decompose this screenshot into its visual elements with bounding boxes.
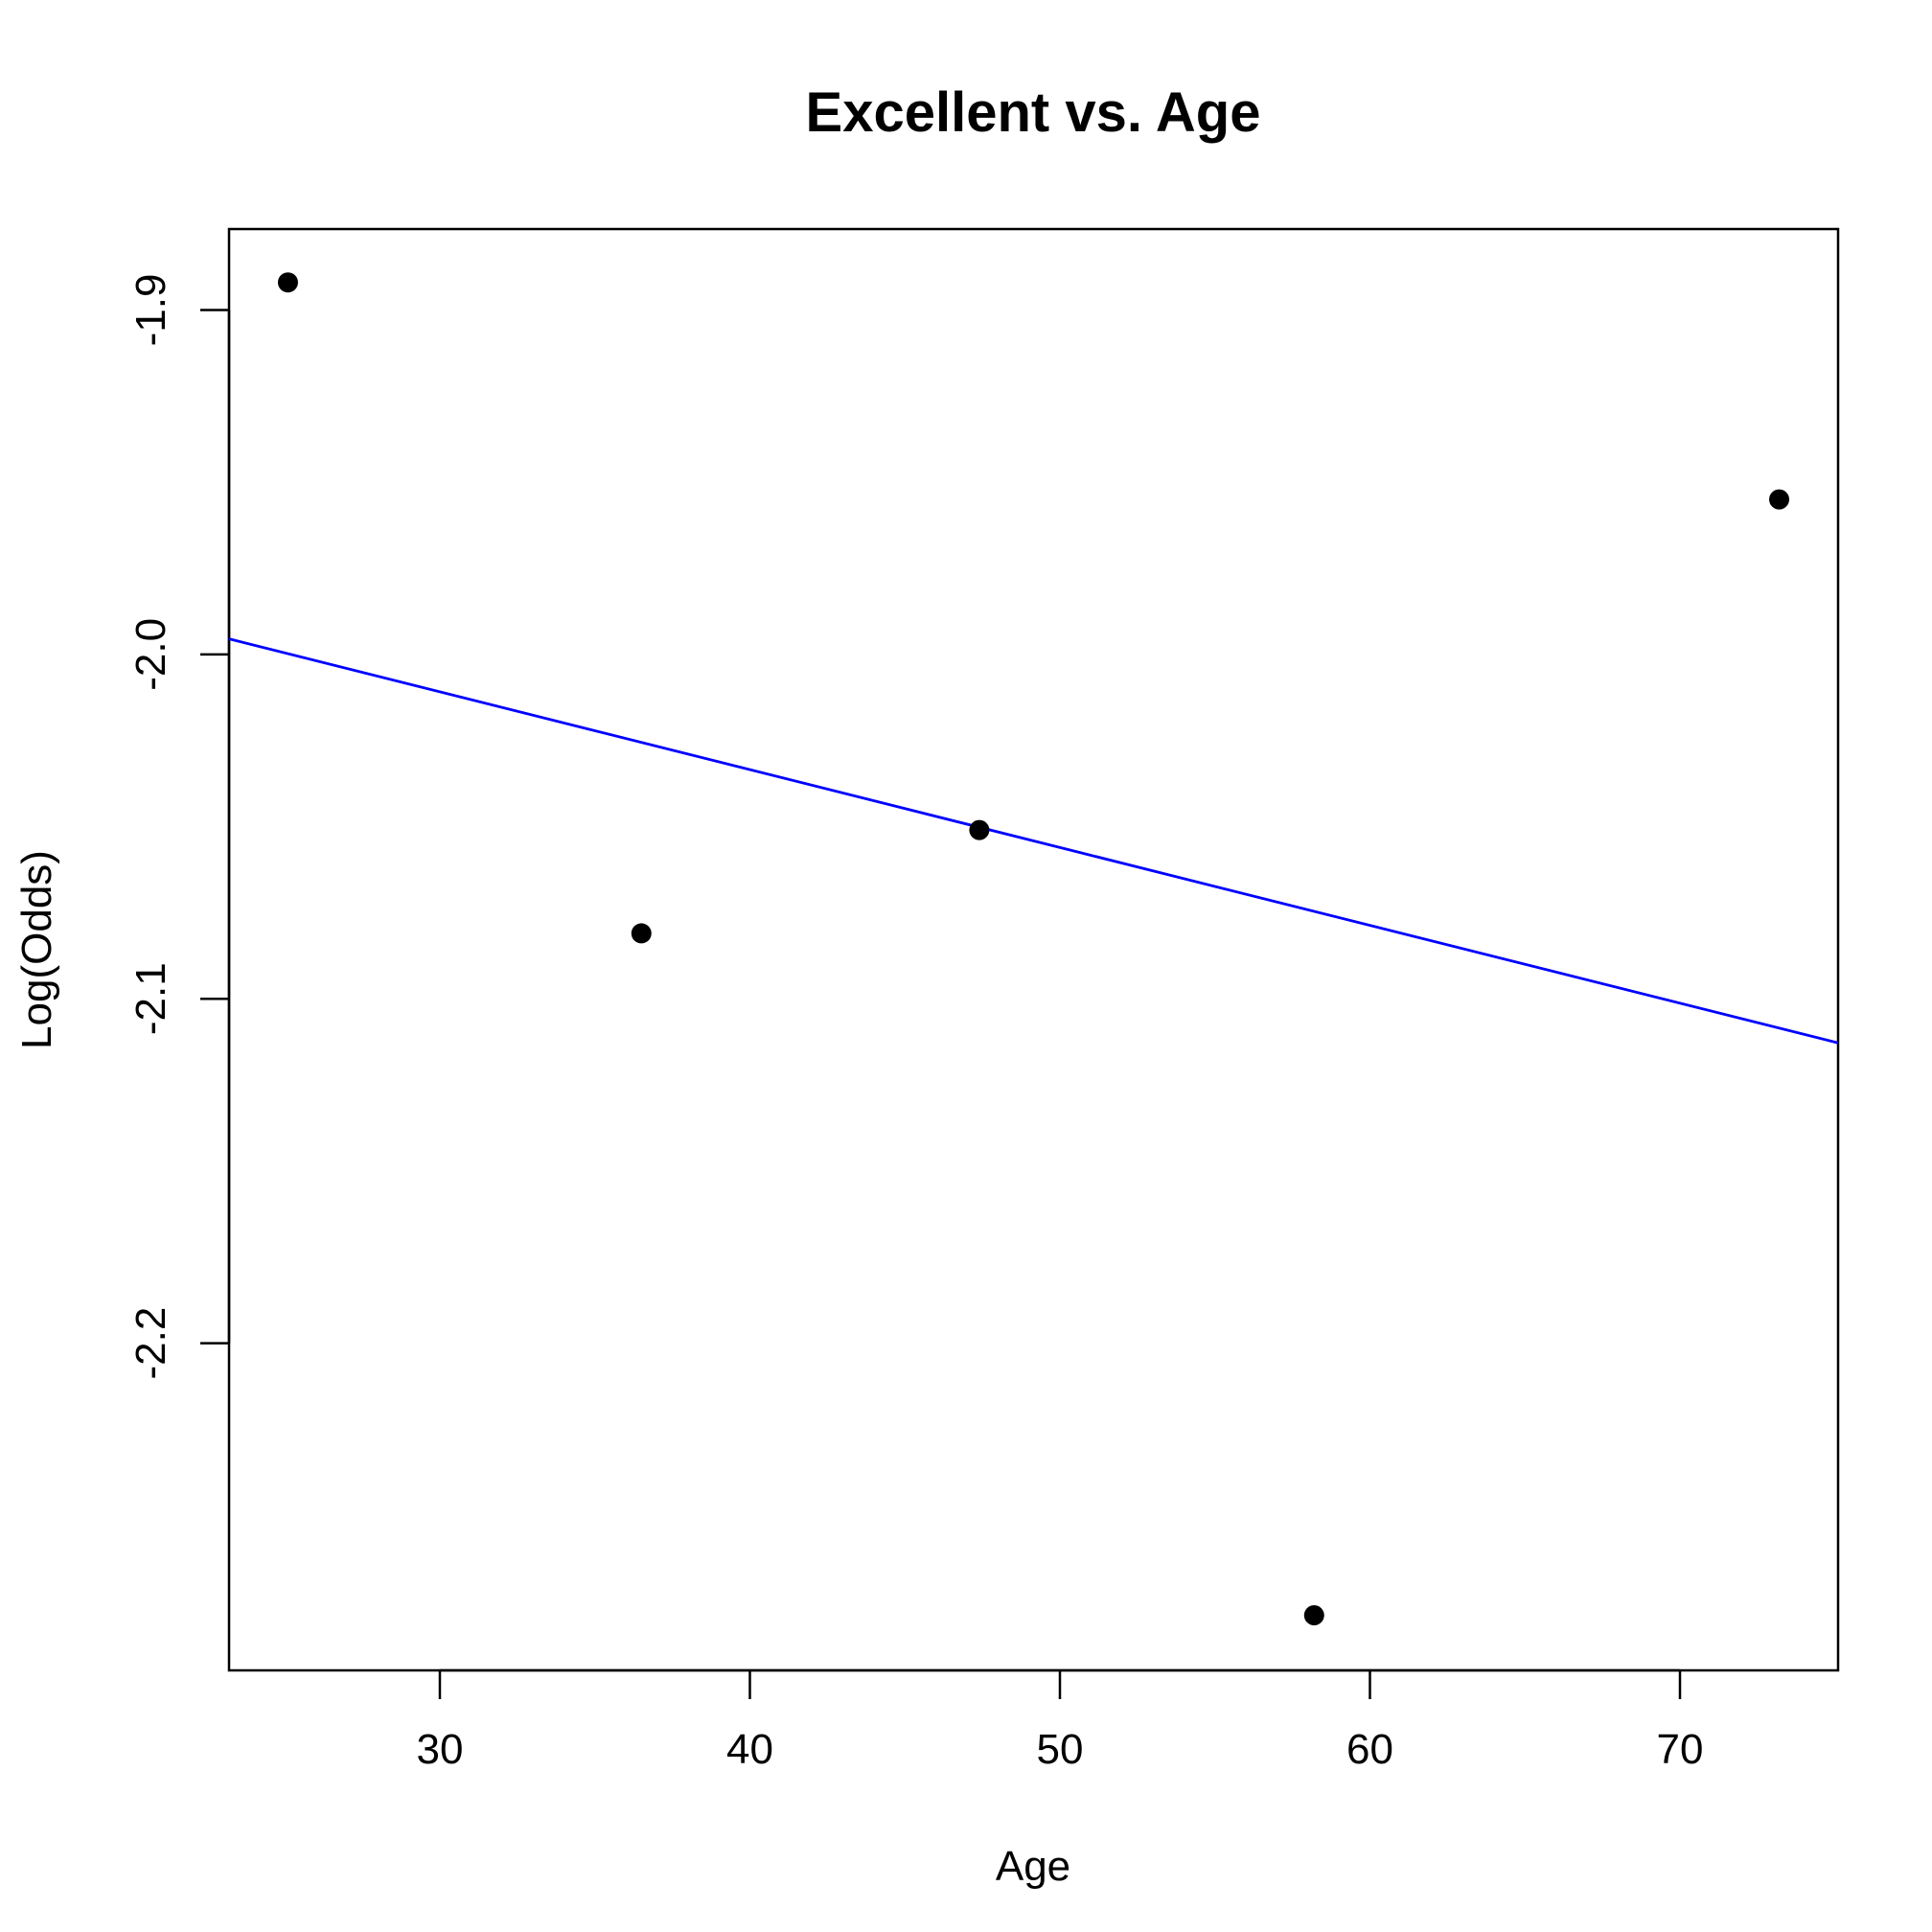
chart-title: Excellent vs. Age: [806, 81, 1261, 144]
y-tick-label: -2.0: [127, 618, 174, 691]
y-axis: -1.9 -2.0 -2.1 -2.2: [127, 274, 231, 1380]
points-layer: [277, 272, 1790, 1625]
y-tick-label: -1.9: [127, 274, 174, 347]
data-point: [969, 819, 990, 840]
y-tick-label: -2.1: [127, 962, 174, 1035]
data-point: [631, 923, 652, 944]
x-tick-label: 50: [1037, 1726, 1084, 1773]
plot-frame: [227, 227, 1840, 1672]
x-tick-label: 70: [1657, 1726, 1704, 1773]
x-tick-label: 30: [417, 1726, 464, 1773]
x-axis-label: Age: [996, 1843, 1070, 1890]
y-tick-label: -2.2: [127, 1307, 174, 1380]
regression-line: [228, 637, 1839, 1045]
y-axis-label: Log(Odds): [13, 850, 60, 1049]
x-tick-label: 40: [726, 1726, 773, 1773]
x-axis: 30 40 50 60 70: [417, 1668, 1704, 1773]
data-point: [1769, 489, 1790, 510]
fit-line-layer: [228, 637, 1839, 1045]
data-point: [277, 272, 298, 293]
x-tick-label: 60: [1346, 1726, 1393, 1773]
data-point: [1303, 1604, 1324, 1625]
